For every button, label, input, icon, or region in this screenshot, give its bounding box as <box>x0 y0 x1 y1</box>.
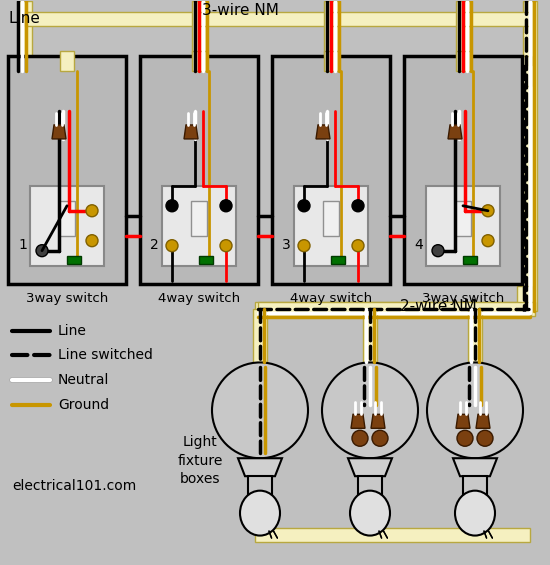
Bar <box>140 56 258 284</box>
Polygon shape <box>316 125 330 139</box>
Bar <box>60 51 74 71</box>
Bar <box>255 302 535 315</box>
Circle shape <box>427 362 523 458</box>
Text: 3-wire NM: 3-wire NM <box>201 3 278 18</box>
Text: Line: Line <box>8 11 40 26</box>
Circle shape <box>86 234 98 247</box>
Text: Line: Line <box>58 324 87 337</box>
Text: 4way switch: 4way switch <box>158 292 240 305</box>
Circle shape <box>372 431 388 446</box>
Circle shape <box>322 362 418 458</box>
Polygon shape <box>453 458 497 476</box>
Circle shape <box>220 200 232 212</box>
Ellipse shape <box>240 490 280 536</box>
Text: Neutral: Neutral <box>58 373 109 388</box>
Bar <box>253 308 267 367</box>
Polygon shape <box>448 125 462 139</box>
Bar <box>468 308 482 367</box>
Ellipse shape <box>350 490 390 536</box>
Bar <box>272 56 390 284</box>
Bar <box>294 186 368 266</box>
Polygon shape <box>371 414 385 428</box>
Circle shape <box>352 431 368 446</box>
Bar <box>517 285 531 315</box>
Circle shape <box>298 240 310 251</box>
Circle shape <box>352 200 364 212</box>
Ellipse shape <box>455 490 495 536</box>
Bar <box>324 51 338 71</box>
Circle shape <box>482 234 494 247</box>
Bar <box>463 12 530 26</box>
Circle shape <box>220 240 232 251</box>
Polygon shape <box>52 125 66 139</box>
Text: 1: 1 <box>18 238 27 251</box>
Bar <box>255 528 530 542</box>
Bar <box>18 1 32 66</box>
Bar <box>331 12 463 26</box>
Bar <box>8 56 126 284</box>
Bar <box>67 256 81 264</box>
Circle shape <box>482 205 494 217</box>
Polygon shape <box>476 414 490 428</box>
Bar <box>191 201 207 236</box>
Bar <box>455 201 471 236</box>
Bar <box>358 476 382 496</box>
Text: 4way switch: 4way switch <box>290 292 372 305</box>
Text: electrical101.com: electrical101.com <box>12 479 136 493</box>
Bar <box>517 56 531 86</box>
Bar <box>248 476 272 496</box>
Text: Light
fixture
boxes: Light fixture boxes <box>177 435 223 486</box>
Text: 4: 4 <box>414 238 423 251</box>
Polygon shape <box>348 458 392 476</box>
Circle shape <box>432 245 444 257</box>
Bar <box>426 186 500 266</box>
Polygon shape <box>238 458 282 476</box>
Text: Line switched: Line switched <box>58 349 153 363</box>
Text: 2-wire NM: 2-wire NM <box>400 298 477 314</box>
Bar <box>331 256 345 264</box>
Bar <box>463 476 487 496</box>
Circle shape <box>457 431 473 446</box>
Polygon shape <box>184 125 198 139</box>
Circle shape <box>86 205 98 217</box>
Polygon shape <box>456 414 470 428</box>
Circle shape <box>212 362 308 458</box>
Bar <box>258 302 530 315</box>
Text: 3way switch: 3way switch <box>422 292 504 305</box>
Text: 2: 2 <box>150 238 159 251</box>
Bar <box>25 12 199 26</box>
Circle shape <box>298 200 310 212</box>
Bar <box>192 1 206 66</box>
Text: 3way switch: 3way switch <box>26 292 108 305</box>
Bar <box>324 1 338 66</box>
Bar <box>523 1 537 311</box>
Bar <box>162 186 236 266</box>
Circle shape <box>352 240 364 251</box>
Bar <box>192 51 206 71</box>
Text: Ground: Ground <box>58 398 109 412</box>
Text: 3: 3 <box>282 238 291 251</box>
Circle shape <box>166 200 178 212</box>
Polygon shape <box>351 414 365 428</box>
Bar <box>456 51 470 71</box>
Bar <box>199 256 213 264</box>
Bar <box>30 186 104 266</box>
Bar <box>404 56 522 284</box>
Bar <box>199 12 331 26</box>
Bar <box>463 256 477 264</box>
Circle shape <box>36 245 48 257</box>
Bar <box>59 201 75 236</box>
Bar <box>323 201 339 236</box>
Bar <box>363 308 377 367</box>
Bar <box>456 1 470 66</box>
Circle shape <box>477 431 493 446</box>
Circle shape <box>166 240 178 251</box>
